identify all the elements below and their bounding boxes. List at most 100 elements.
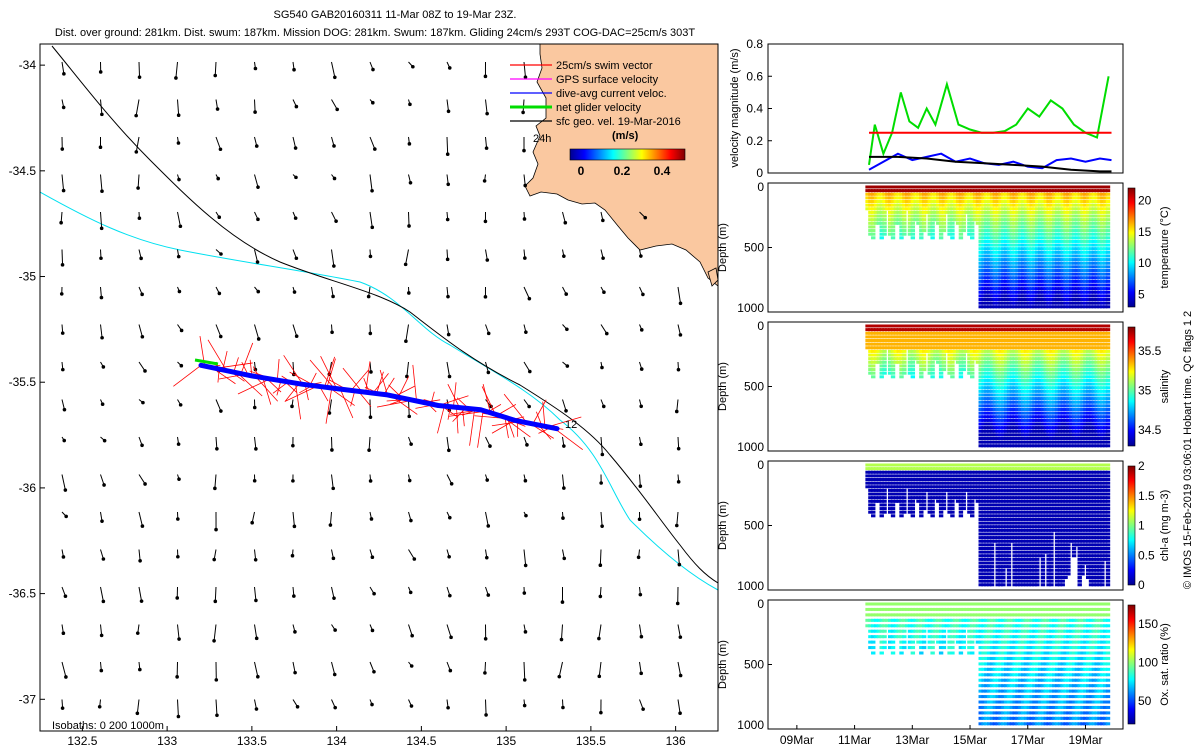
- profile-dot: [1049, 301, 1054, 305]
- dive-avg-current-track: [198, 362, 560, 432]
- profile-dot: [1003, 203, 1009, 207]
- profile-dot: [916, 342, 921, 346]
- swim-vector: [342, 367, 363, 392]
- velocity-y-tick-label: 0.2: [746, 134, 763, 148]
- profile-dot: [970, 342, 975, 346]
- profile-dot: [1046, 328, 1051, 332]
- profile-dot: [1003, 239, 1009, 243]
- profile-dot: [992, 364, 998, 368]
- profile-dot: [1088, 221, 1094, 225]
- profile-dot: [1012, 393, 1017, 397]
- profile-dot: [961, 339, 966, 343]
- profile-dot: [947, 203, 952, 207]
- profile-dot: [1029, 339, 1034, 343]
- profile-dot: [992, 404, 998, 408]
- profile-dot: [888, 218, 893, 222]
- profile-dot: [930, 342, 935, 346]
- profile-dot: [876, 218, 882, 222]
- current-arrow-head: [295, 705, 300, 709]
- profile-dot: [1001, 324, 1006, 328]
- profile-dot: [1020, 353, 1026, 357]
- profile-dot: [1091, 422, 1097, 426]
- profile-dot: [882, 364, 887, 368]
- profile-dot: [1071, 258, 1077, 262]
- current-arrow-head: [600, 524, 604, 528]
- profile-dot: [995, 444, 1000, 448]
- profile-dot: [1102, 349, 1108, 353]
- profile-dot: [1066, 335, 1071, 339]
- profile-dot: [1040, 397, 1046, 401]
- profile-dot: [1029, 426, 1034, 430]
- profile-dot: [930, 335, 935, 339]
- current-arrow-head: [138, 558, 142, 563]
- profile-dot: [1029, 294, 1034, 298]
- profile-dot: [1001, 444, 1006, 448]
- profile-dot: [1001, 346, 1006, 350]
- profile-dot: [984, 192, 989, 196]
- profile-dot: [888, 207, 893, 211]
- profile-dot: [1063, 261, 1068, 265]
- profile-dot: [896, 196, 901, 200]
- current-arrow-head: [370, 188, 374, 193]
- profile-dot: [998, 258, 1003, 262]
- profile-dot: [1083, 250, 1088, 254]
- profile-dot: [1054, 279, 1060, 283]
- current-arrow-head: [63, 594, 68, 599]
- profile-dot: [1052, 207, 1057, 211]
- profile-dot: [1057, 378, 1063, 382]
- profile-dot: [904, 196, 910, 200]
- profile-dot: [1088, 239, 1094, 243]
- swim-vector: [482, 383, 491, 413]
- current-arrow-head: [404, 339, 408, 344]
- profile-dot: [1026, 444, 1031, 448]
- profile-dot: [1037, 426, 1043, 430]
- profile-dot: [992, 342, 998, 346]
- profile-dot: [1091, 218, 1097, 222]
- profile-dot: [873, 492, 879, 496]
- profile-dot: [958, 200, 964, 204]
- profile-dot: [919, 207, 924, 211]
- profile-dot: [1029, 218, 1034, 222]
- profile-dot: [1006, 192, 1012, 196]
- profile-dot: [1040, 298, 1046, 302]
- profile-dot: [1083, 283, 1088, 287]
- profile-dot: [1006, 185, 1012, 189]
- profile-dot: [1015, 386, 1020, 390]
- profile-dot: [950, 335, 955, 339]
- profile-dot: [1083, 433, 1088, 437]
- profile-dot: [1080, 335, 1085, 339]
- profile-dot: [1020, 232, 1026, 236]
- profile-dot: [1026, 411, 1031, 415]
- profile-dot: [1102, 283, 1108, 287]
- profile-dot: [981, 290, 986, 294]
- profile-dot: [1043, 218, 1048, 222]
- profile-dot: [938, 189, 944, 193]
- profile-dot: [1057, 258, 1063, 262]
- profile-dot: [924, 207, 930, 211]
- profile-dot: [1094, 389, 1099, 393]
- profile-dot: [882, 503, 887, 507]
- profile-dot: [986, 346, 992, 350]
- profile-dot: [1102, 411, 1108, 415]
- profile-dot: [882, 196, 887, 200]
- profile-dot: [1029, 400, 1034, 404]
- profile-dot: [986, 250, 992, 254]
- profile-dot: [933, 335, 938, 339]
- profile-dot: [902, 232, 907, 236]
- profile-dot: [1046, 349, 1051, 353]
- profile-dot: [1074, 232, 1080, 236]
- current-arrow-head: [213, 73, 218, 78]
- profile-dot: [1052, 342, 1057, 346]
- profile-dot: [1029, 324, 1034, 328]
- profile-dot: [1049, 331, 1054, 335]
- profile-dot: [989, 407, 995, 411]
- profile-dot: [1001, 196, 1006, 200]
- profile-dot: [941, 324, 947, 328]
- profile-dot: [876, 210, 882, 214]
- profile-dot: [1012, 407, 1017, 411]
- profile-dot: [981, 258, 986, 262]
- profile-dot: [1105, 331, 1111, 335]
- profile-dot: [1066, 192, 1071, 196]
- profile-dot: [972, 203, 978, 207]
- profile-dot: [958, 192, 964, 196]
